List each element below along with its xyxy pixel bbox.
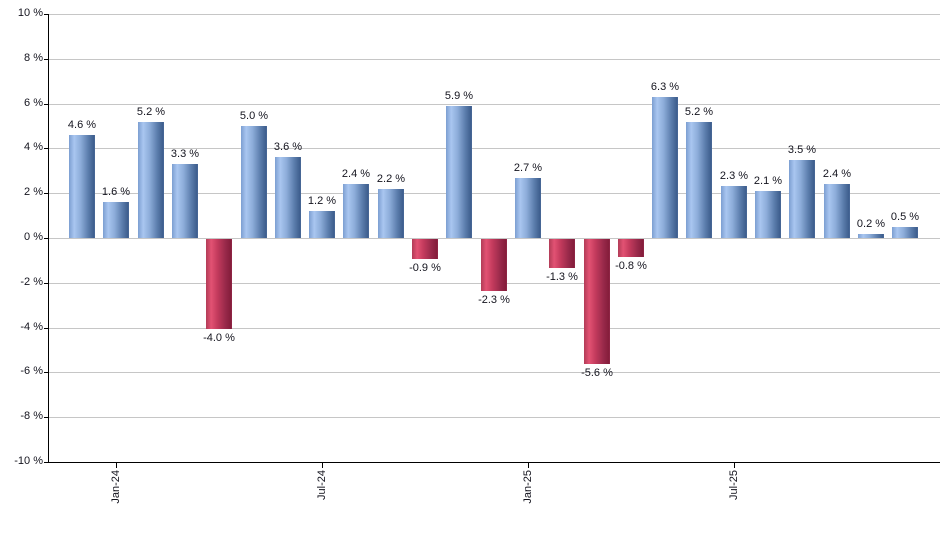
bar-value-label: 5.2 % — [136, 106, 166, 118]
y-axis-label: -8 % — [20, 410, 43, 422]
bar-value-label: 2.4 % — [822, 168, 852, 180]
bar-value-label: -2.3 % — [478, 294, 510, 306]
bar-value-label: 4.6 % — [67, 119, 97, 131]
y-axis-label: 8 % — [24, 52, 43, 64]
bar — [275, 157, 301, 238]
gridline — [49, 148, 940, 149]
bar-value-label: 2.4 % — [341, 168, 371, 180]
y-axis-tick — [44, 462, 48, 463]
bar-value-label: 5.9 % — [444, 90, 474, 102]
bar — [858, 234, 884, 238]
bar-value-label: 1.2 % — [307, 195, 337, 207]
y-axis-label: -6 % — [20, 365, 43, 377]
bar — [343, 184, 369, 238]
bar — [755, 191, 781, 238]
gridline — [49, 193, 940, 194]
bar-value-label: -4.0 % — [203, 332, 235, 344]
bar — [789, 160, 815, 238]
y-axis-label: 0 % — [24, 231, 43, 243]
y-axis-tick — [44, 283, 48, 284]
x-axis-tick-label: Jul-25 — [728, 470, 740, 500]
y-axis-tick — [44, 417, 48, 418]
y-axis-tick — [44, 59, 48, 60]
y-axis-line — [48, 14, 49, 463]
bar — [138, 122, 164, 238]
bar-value-label: 3.3 % — [170, 148, 200, 160]
bar — [412, 239, 438, 259]
gridline — [49, 372, 940, 373]
bar — [172, 164, 198, 238]
bar-value-label: 3.6 % — [273, 141, 303, 153]
bar — [686, 122, 712, 238]
x-axis-tick — [734, 463, 735, 468]
x-axis-tick — [322, 463, 323, 468]
bar-value-label: 2.3 % — [719, 170, 749, 182]
y-axis-label: 2 % — [24, 186, 43, 198]
x-axis-tick-label: Jan-25 — [522, 470, 534, 504]
bar — [481, 239, 507, 291]
y-axis-tick — [44, 14, 48, 15]
y-axis-label: 6 % — [24, 97, 43, 109]
bar — [206, 239, 232, 329]
y-axis-tick — [44, 104, 48, 105]
bar — [721, 186, 747, 238]
x-axis-tick-label: Jan-24 — [110, 470, 122, 504]
gridline — [49, 104, 940, 105]
bar-value-label: 5.2 % — [684, 106, 714, 118]
bar-value-label: -0.9 % — [409, 262, 441, 274]
bar — [69, 135, 95, 238]
x-axis-tick — [116, 463, 117, 468]
y-axis-label: 10 % — [17, 7, 43, 19]
y-axis-tick — [44, 372, 48, 373]
gridline — [49, 328, 940, 329]
bar — [378, 189, 404, 238]
bar-value-label: 5.0 % — [239, 110, 269, 122]
y-axis-tick — [44, 193, 48, 194]
bar-value-label: 0.2 % — [856, 218, 886, 230]
bar-value-label: 1.6 % — [101, 186, 131, 198]
bar — [103, 202, 129, 238]
y-axis-tick — [44, 148, 48, 149]
bar-value-label: 2.1 % — [753, 175, 783, 187]
bar — [652, 97, 678, 238]
bar-value-label: -1.3 % — [546, 271, 578, 283]
gridline — [49, 14, 940, 15]
y-axis-label: 4 % — [24, 141, 43, 153]
gridline — [49, 238, 940, 239]
bar-value-label: 3.5 % — [787, 144, 817, 156]
gridline — [49, 59, 940, 60]
bar — [446, 106, 472, 238]
bar-value-label: 2.2 % — [376, 173, 406, 185]
bar — [892, 227, 918, 238]
bar-value-label: -0.8 % — [615, 260, 647, 272]
bar — [309, 211, 335, 238]
bar — [515, 178, 541, 238]
bar-value-label: 0.5 % — [890, 211, 920, 223]
y-axis-label: -10 % — [14, 455, 43, 467]
x-axis-tick — [528, 463, 529, 468]
bar-value-label: 2.7 % — [513, 162, 543, 174]
bar — [618, 239, 644, 257]
x-axis-line — [48, 462, 940, 463]
gridline — [49, 417, 940, 418]
bar — [824, 184, 850, 238]
bar — [549, 239, 575, 268]
bar-value-label: 6.3 % — [650, 81, 680, 93]
y-axis-tick — [44, 328, 48, 329]
y-axis-label: -2 % — [20, 276, 43, 288]
y-axis-tick — [44, 238, 48, 239]
x-axis-tick-label: Jul-24 — [316, 470, 328, 500]
y-axis-label: -4 % — [20, 321, 43, 333]
bar — [584, 239, 610, 364]
bar — [241, 126, 267, 238]
bar-value-label: -5.6 % — [581, 367, 613, 379]
